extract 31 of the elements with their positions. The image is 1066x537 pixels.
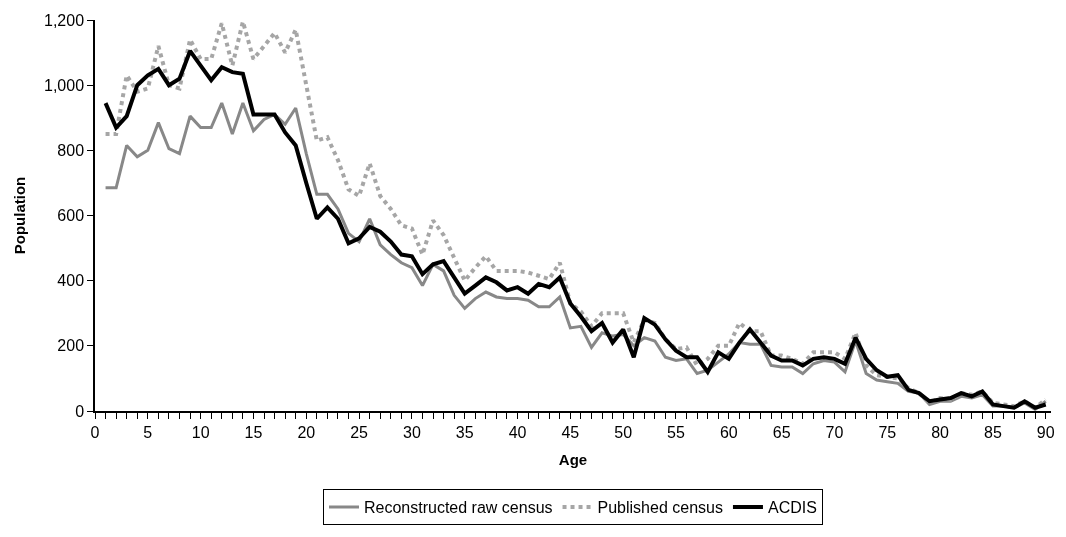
legend-label: Published census bbox=[597, 499, 723, 517]
x-tick-label: 60 bbox=[719, 423, 738, 441]
x-tick-label: 65 bbox=[772, 423, 791, 441]
x-tick-label: 45 bbox=[561, 423, 580, 441]
x-tick-label: 30 bbox=[403, 423, 421, 441]
x-tick-label: 0 bbox=[90, 423, 100, 441]
x-tick-label: 80 bbox=[931, 423, 950, 441]
y-axis-title: Population bbox=[10, 176, 28, 255]
legend-label: Reconstructed raw census bbox=[364, 499, 553, 517]
x-tick-label: 75 bbox=[878, 423, 897, 441]
y-tick-label: 1,000 bbox=[44, 76, 85, 94]
legend-label: ACDIS bbox=[767, 499, 817, 517]
y-tick-label: 200 bbox=[57, 337, 85, 355]
x-tick-label: 15 bbox=[244, 423, 263, 441]
x-tick-label: 90 bbox=[1036, 423, 1055, 441]
x-tick-label: 5 bbox=[143, 423, 153, 441]
x-tick-label: 40 bbox=[508, 423, 527, 441]
x-tick-label: 50 bbox=[614, 423, 633, 441]
x-tick-label: 20 bbox=[297, 423, 316, 441]
y-tick-label: 600 bbox=[57, 207, 85, 225]
y-tick-label: 400 bbox=[57, 272, 85, 290]
y-tick-label: 0 bbox=[75, 402, 85, 420]
x-tick-label: 85 bbox=[984, 423, 1002, 441]
x-tick-label: 25 bbox=[350, 423, 369, 441]
x-tick-label: 10 bbox=[191, 423, 210, 441]
x-tick-label: 70 bbox=[825, 423, 844, 441]
y-tick-label: 1,200 bbox=[44, 11, 85, 29]
y-tick-label: 800 bbox=[57, 141, 85, 159]
x-tick-label: 55 bbox=[667, 423, 685, 441]
x-tick-label: 35 bbox=[455, 423, 474, 441]
x-axis-title: Age bbox=[558, 451, 588, 469]
